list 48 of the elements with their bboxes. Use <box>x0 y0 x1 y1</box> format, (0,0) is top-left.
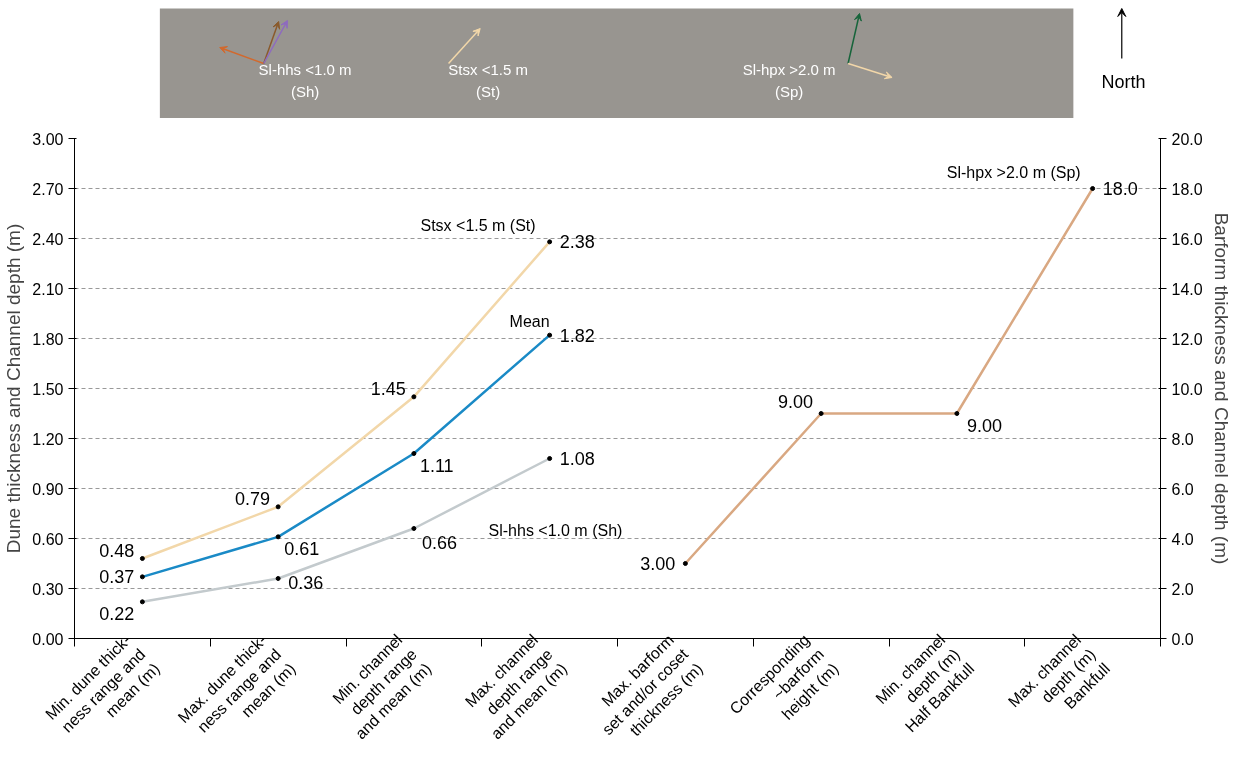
data-label: 1.45 <box>370 379 406 400</box>
y2-tick-label: 6.0 <box>1171 480 1194 498</box>
y-axis-title: Dune thickness and Channel depth (m) <box>3 223 25 554</box>
data-label: 0.61 <box>284 539 320 560</box>
text: Sl-hhs <1.0 m (Sh) <box>258 60 352 101</box>
y-tick-label: 2.10 <box>32 280 64 298</box>
y2-tick-label: 4.0 <box>1171 530 1194 548</box>
data-label: 2.38 <box>559 232 595 253</box>
data-label: 0.36 <box>288 573 324 593</box>
y-tick-label: 1.50 <box>32 380 64 398</box>
y2-tick-label: 14.0 <box>1171 280 1203 298</box>
data-label: 0.66 <box>421 533 457 553</box>
y2-tick-label: 0.0 <box>1171 630 1194 648</box>
data-label: 0.22 <box>99 604 135 625</box>
data-label: 9.00 <box>966 416 1002 436</box>
y2-axis-title: Barform thickness and Channel depth (m) <box>1210 212 1232 565</box>
series-label: Stsx <1.5 m (St) <box>420 216 536 234</box>
data-label: 3.00 <box>640 554 676 574</box>
data-label: 9.00 <box>778 392 814 412</box>
y-tick-label: 2.70 <box>32 180 64 198</box>
text: North <box>1101 71 1146 92</box>
y2-tick-label: 2.0 <box>1171 580 1194 598</box>
y-tick-label: 0.90 <box>32 480 64 498</box>
data-label: 0.37 <box>99 567 135 588</box>
y2-tick-label: 18.0 <box>1171 180 1203 198</box>
series-label: Mean <box>509 313 550 331</box>
data-label: 1.11 <box>419 456 454 476</box>
data-label: 18.0 <box>1102 179 1138 199</box>
series-label: Sl-hhs <1.0 m (Sh) <box>488 521 623 539</box>
y2-tick-label: 20.0 <box>1171 130 1203 148</box>
data-label: 1.08 <box>559 449 595 469</box>
y-tick-label: 0.30 <box>32 580 64 598</box>
data-label: 1.82 <box>559 325 595 346</box>
y-tick-label: 1.80 <box>32 330 64 348</box>
y-tick-label: 0.60 <box>32 530 64 548</box>
data-label: 0.48 <box>99 541 135 561</box>
y-tick-label: 0.00 <box>32 630 64 648</box>
text: Stsx <1.5 m (St) <box>448 60 528 101</box>
y2-tick-label: 10.0 <box>1171 380 1203 398</box>
y2-tick-label: 8.0 <box>1171 430 1194 448</box>
y-tick-label: 3.00 <box>32 130 64 148</box>
y-tick-label: 2.40 <box>32 230 64 248</box>
y-tick-label: 1.20 <box>32 430 64 448</box>
data-label: 0.79 <box>235 489 271 510</box>
series-label: Sl-hpx >2.0 m (Sp) <box>946 163 1081 181</box>
text: Sl-hpx >2.0 m (Sp) <box>742 60 836 101</box>
y2-tick-label: 16.0 <box>1171 230 1203 248</box>
y2-tick-label: 12.0 <box>1171 330 1203 348</box>
